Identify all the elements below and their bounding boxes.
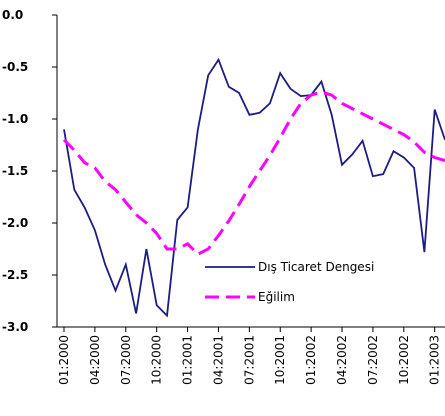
x-tick-label: 07:2002	[366, 335, 380, 385]
x-tick-label: 01:2003	[428, 335, 442, 385]
series-line	[62, 90, 445, 257]
y-tick-label: -2.0	[2, 216, 28, 230]
y-tick-label: -1.0	[2, 112, 28, 126]
y-tick-label: -0.5	[2, 60, 28, 74]
x-tick-label: 10:2002	[397, 335, 411, 385]
y-tick-label: -3.0	[2, 320, 28, 334]
x-tick-label: 04:2000	[88, 335, 102, 385]
x-tick-label: 07:2000	[119, 335, 133, 385]
x-tick-label: 01:2001	[181, 335, 195, 385]
x-tick-label: 04:2001	[211, 335, 225, 385]
x-tick-label: 10:2000	[150, 335, 164, 385]
x-tick-label: 04:2002	[335, 335, 349, 385]
legend-label: Eğilim	[258, 290, 295, 304]
x-tick-label: 01:2000	[57, 335, 71, 385]
y-tick-label: -2.5	[2, 268, 28, 282]
y-tick-label: 0.0	[2, 8, 23, 22]
x-tick-label: 07:2001	[242, 335, 256, 385]
y-tick-label: -1.5	[2, 164, 28, 178]
legend-label: Dış Ticaret Dengesi	[258, 260, 374, 274]
x-tick-label: 10:2001	[273, 335, 287, 385]
x-tick-label: 01:2002	[304, 335, 318, 385]
series-line	[63, 57, 445, 318]
